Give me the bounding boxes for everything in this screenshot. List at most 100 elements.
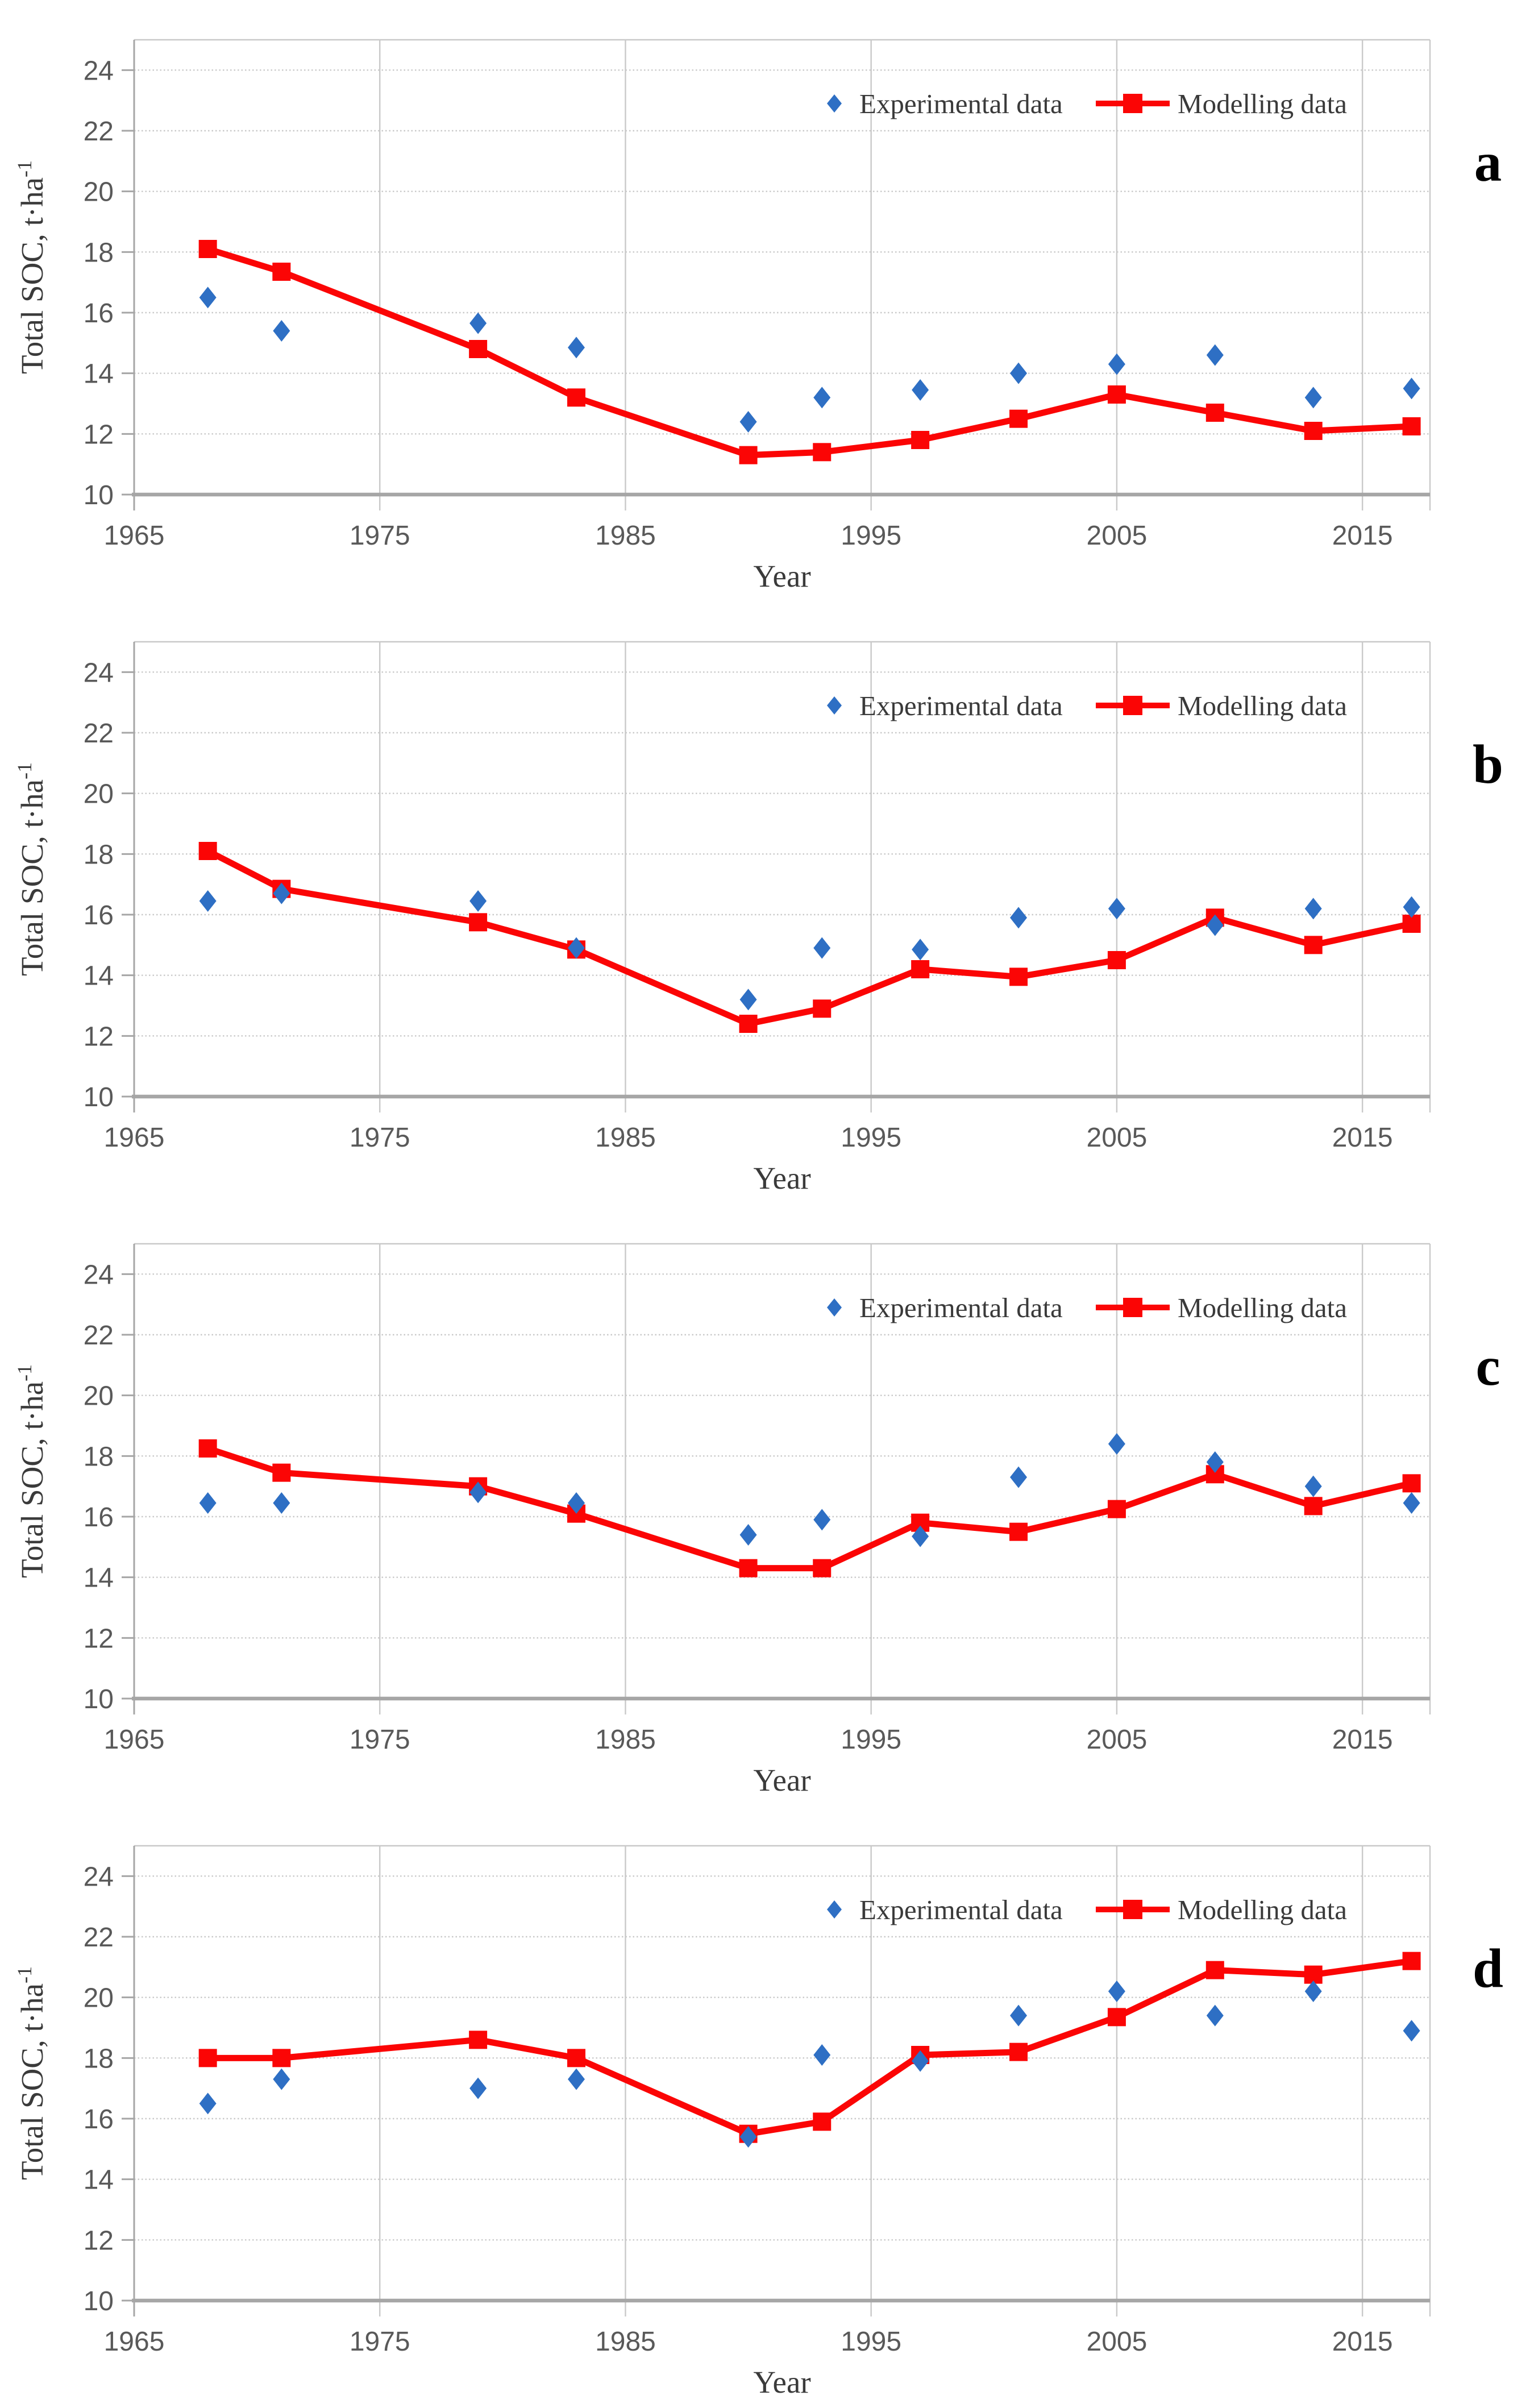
legend: Experimental data Modelling data [827,690,1347,721]
legend-experimental-label: Experimental data [859,1292,1063,1323]
chart-panel-a: 10 12 14 16 18 20 22 24 1965 1975 1985 1995 2005 2015… [0,0,1534,602]
data-point-experimental [1010,2004,1028,2027]
data-point-modelling [1304,1497,1323,1516]
y-axis-title: Total SOC, t·ha-1 [13,1966,49,2180]
chart-background [0,602,1534,1204]
legend-experimental-label: Experimental data [859,1894,1063,1925]
data-point-modelling [1009,1522,1028,1541]
data-point-modelling [567,388,586,407]
y-tick-label: 10 [84,2286,114,2316]
data-point-experimental [813,1509,831,1531]
modelling-line [205,848,1415,1027]
data-point-modelling [1205,404,1224,422]
data-point-modelling [567,2049,586,2067]
series-experimental [199,287,1420,433]
x-tick-label: 1965 [104,1123,165,1153]
data-point-experimental [199,1492,217,1514]
panel-letter: c [1475,1336,1500,1397]
x-tick-label: 1995 [841,1725,901,1755]
x-tick-label: 2015 [1332,1123,1393,1153]
data-point-modelling [739,446,758,464]
chart-panel-d: 10 12 14 16 18 20 22 24 1965 1975 1985 1995 2005 2015… [0,1806,1534,2408]
chart-background [0,0,1534,602]
data-point-modelling [198,240,217,258]
y-tick-label: 22 [84,1923,114,1953]
data-point-experimental [469,890,487,912]
data-point-experimental [469,2077,487,2099]
x-axis-title: Year [753,559,810,593]
data-point-experimental [1403,377,1420,400]
data-point-modelling [1402,1952,1421,1970]
y-tick-label: 16 [84,298,114,329]
y-tick-label: 18 [84,840,114,870]
data-point-experimental [469,1481,487,1504]
x-tick-label: 1965 [104,2327,165,2357]
legend-square-icon [1123,1298,1142,1317]
data-point-experimental [1304,898,1322,920]
x-tick-label: 1975 [350,1123,410,1153]
y-tick-label: 18 [84,1442,114,1472]
data-point-modelling [1402,417,1421,435]
y-tick-label: 12 [84,420,114,450]
data-point-experimental [1010,907,1028,929]
x-tick-label: 1975 [350,1725,410,1755]
data-point-modelling [198,1439,217,1458]
y-tick-label: 10 [84,1082,114,1112]
x-tick-label: 1985 [595,1725,656,1755]
data-point-experimental [1206,344,1224,366]
y-tick-label: 10 [84,480,114,510]
y-tick-label: 20 [84,1381,114,1411]
chart-c: 10 12 14 16 18 20 22 24 1965 1975 1985 1995 2005 2015… [0,1204,1534,1806]
data-point-modelling [1009,2042,1028,2061]
data-point-experimental [273,2068,290,2090]
x-axis-title: Year [753,1763,810,1797]
data-point-experimental [739,2126,757,2148]
legend-modelling-label: Modelling data [1178,1292,1347,1323]
x-tick-label: 1995 [841,1123,901,1153]
legend-diamond-icon [827,1900,842,1919]
data-point-experimental [1403,896,1420,918]
y-tick-label: 20 [84,779,114,809]
data-point-experimental [912,939,929,961]
data-point-modelling [1107,951,1126,969]
chart-background [0,1204,1534,1806]
x-tick-label: 2015 [1332,1725,1393,1755]
x-tick-label: 2005 [1087,1123,1148,1153]
data-point-modelling [813,1559,832,1577]
x-tick-label: 1995 [841,2327,901,2357]
data-point-experimental [273,320,290,342]
y-axis-title: Total SOC, t·ha-1 [13,1364,49,1578]
series-modelling [198,1439,1421,1577]
data-point-modelling [469,2031,488,2049]
y-tick-label: 24 [84,56,114,86]
x-tick-label: 2005 [1087,521,1148,551]
data-point-experimental [1403,2020,1420,2042]
gridlines [134,1243,1431,1714]
data-point-experimental [1206,914,1224,936]
series-experimental [199,1433,1420,1547]
x-tick-label: 2005 [1087,1725,1148,1755]
y-tick-label: 14 [84,961,114,991]
data-point-experimental [1108,1433,1125,1455]
y-tick-label: 14 [84,359,114,389]
data-point-modelling [1402,1474,1421,1493]
data-point-modelling [813,999,832,1018]
y-axis-title: Total SOC, t·ha-1 [13,762,49,976]
y-tick-label: 18 [84,2044,114,2074]
legend-diamond-icon [827,94,842,113]
y-tick-label: 12 [84,2226,114,2256]
chart-b: 10 12 14 16 18 20 22 24 1965 1975 1985 1995 2005 2015… [0,602,1534,1204]
legend-modelling-label: Modelling data [1178,88,1347,119]
x-tick-label: 1995 [841,521,901,551]
data-point-modelling [813,2112,832,2131]
data-point-experimental [273,882,290,904]
data-point-experimental [568,937,585,959]
modelling-line [205,1445,1415,1572]
legend-modelling-label: Modelling data [1178,690,1347,721]
data-point-modelling [911,431,930,449]
data-point-experimental [739,989,757,1011]
legend-modelling-label: Modelling data [1178,1894,1347,1925]
data-point-modelling [1107,2008,1126,2027]
data-point-modelling [469,340,488,358]
series-modelling [198,842,1421,1033]
